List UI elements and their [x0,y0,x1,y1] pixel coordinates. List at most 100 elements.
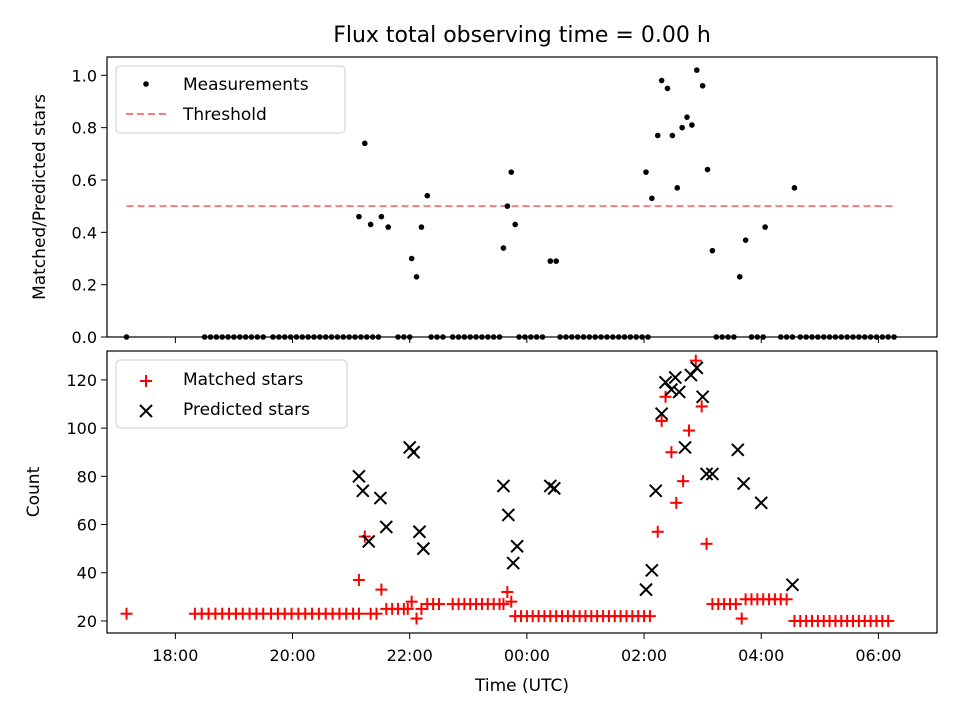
measurement-point [689,122,695,128]
bottom-legend-box [115,359,348,429]
matched-star-point [505,595,518,608]
measurement-point [742,237,749,243]
predicted-stars-layer [352,361,800,597]
matched-star-point [780,593,793,606]
measurement-point [704,166,711,173]
top-x-ticks [174,337,879,343]
predicted-star-point [506,556,520,570]
legend-measurements-marker [143,81,149,87]
predicted-star-point [705,467,720,481]
matched-star-point [682,424,695,437]
measurement-point [658,77,665,84]
bottom-y-tick-label: 120 [66,371,97,390]
predicted-star-point [672,385,686,399]
top-y-tick-label: 0.8 [72,119,97,138]
measurement-point [684,114,690,120]
legend-predicted-label: Predicted stars [183,400,310,420]
measurement-point [643,169,649,175]
predicted-star-point [731,443,745,457]
measurement-point [418,224,425,230]
bottom-axes-frame [106,350,938,634]
matched-star-point [689,354,702,367]
bottom-x-tick-label: 20:00 [269,646,315,665]
measurement-point [709,247,716,254]
matched-star-point [882,614,895,627]
measurement-point [408,255,415,262]
top-y-tick-label: 0.2 [72,276,97,295]
top-y-tick-label: 0.4 [72,223,97,242]
bottom-x-tick-label: 00:00 [504,646,550,665]
measurement-point [762,224,768,230]
bottom-x-tick-label: 02:00 [621,646,667,665]
measurement-point [736,274,743,280]
predicted-star-point [361,534,376,549]
predicted-star-point [678,440,692,455]
top-panel: 0.0 0.2 0.4 0.6 0.8 1.0 Matched/Predicted sta… [30,56,938,347]
matched-star-point [410,612,423,625]
measurement-point [424,192,431,199]
matched-star-point [670,496,683,509]
matched-star-point [735,612,748,625]
predicted-star-point [352,469,366,484]
bottom-x-tick-label: 22:00 [387,646,433,665]
matched-star-point [352,573,365,586]
measurement-point [500,245,507,251]
predicted-star-point [639,582,653,597]
matched-stars-layer [120,354,895,627]
predicted-star-point [664,382,679,397]
measurement-point [512,221,518,228]
predicted-star-point [501,508,516,522]
top-y-ticks: 0.0 0.2 0.4 0.6 0.8 1.0 [72,66,107,347]
legend-predicted-marker [139,404,153,418]
measurement-point [674,185,681,191]
matched-star-point [501,586,514,599]
matched-star-point [665,446,678,459]
matched-star-point [433,598,445,611]
legend-matched-marker [140,375,152,387]
bottom-x-tick-label: 06:00 [855,646,901,665]
chart-title: Flux total observing time = 0.00 h [333,23,711,48]
bottom-y-tick-label: 20 [77,612,97,631]
predicted-star-point [356,484,370,498]
top-y-axis-label: Matched/Predicted stars [30,94,50,300]
legend-matched-label: Matched stars [183,370,303,390]
top-y-tick-label: 0.0 [72,328,97,347]
matched-star-point [370,607,383,620]
predicted-star-point [690,361,704,375]
bottom-panel: 20 40 60 80 100 120 18:00 20:00 22:00 00:00 02:00… [24,350,938,696]
matched-star-point [405,595,418,608]
predicted-star-point [699,467,714,481]
measurement-point [508,169,515,175]
matched-star-point [677,475,690,488]
bottom-x-tick-label: 18:00 [152,646,198,665]
predicted-star-point [373,491,388,505]
predicted-star-point [736,476,751,491]
predicted-star-point [754,496,768,510]
bottom-x-tick-label: 04:00 [738,646,784,665]
x-axis-label: Time (UTC) [474,676,569,696]
matched-star-point [729,598,742,611]
matched-star-point [352,607,365,620]
matched-star-point [695,400,708,413]
bottom-y-tick-label: 40 [77,564,97,583]
measurement-point [669,132,676,139]
measurement-point [361,140,368,147]
measurement-point [413,274,420,280]
predicted-star-point [510,539,524,553]
predicted-star-point [416,541,431,556]
matched-star-point [659,390,672,403]
measurement-point [378,213,385,220]
matched-star-point [643,610,656,623]
predicted-star-point [785,578,800,592]
measurement-point [356,213,362,220]
legend-measurements-label: Measurements [183,75,309,95]
measurements-layer [123,67,897,340]
measurement-point [385,224,392,230]
predicted-star-point [645,563,659,578]
matched-star-point [651,525,664,538]
measurement-point [693,67,700,73]
matched-star-point [401,602,414,615]
predicted-star-point [379,520,393,534]
matched-star-point [375,583,388,596]
